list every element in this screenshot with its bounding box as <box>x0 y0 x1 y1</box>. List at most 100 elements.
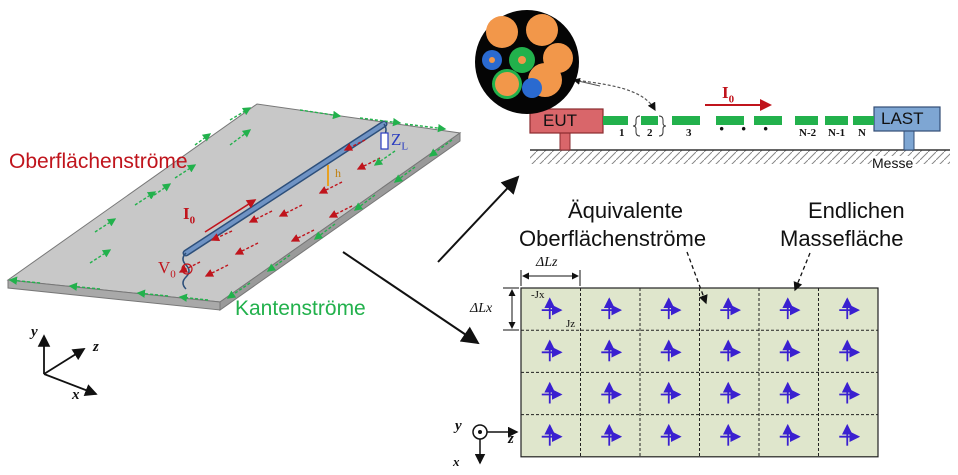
jx-label: -Jx <box>531 289 545 301</box>
zl-label: ZL <box>391 130 409 153</box>
cable-segments <box>603 116 874 125</box>
edge-current-arrow <box>194 133 212 146</box>
edge-current-arrow <box>393 166 416 183</box>
current-arrow-pair <box>541 423 563 446</box>
delta-lx-label: ΔLx <box>470 301 493 316</box>
edge-current-arrow <box>353 194 376 211</box>
cable-wire-core <box>489 57 495 63</box>
axes-3d <box>37 334 98 397</box>
equivalent-label-line1: Äquivalente <box>568 198 683 223</box>
zoom-link-arrow-back <box>573 77 601 87</box>
edge-currents-label: Kantenströme <box>235 297 366 320</box>
edge-current-arrow <box>134 191 157 206</box>
segment-label: 2 <box>647 127 653 139</box>
edge-current-arrow <box>359 117 402 127</box>
equivalent-label-line2: Oberflächenströme <box>519 226 707 251</box>
surface-current-arrow <box>234 242 259 255</box>
current-arrow-pair <box>720 297 742 320</box>
cable-segment <box>795 116 818 125</box>
last-label: LAST <box>881 109 924 128</box>
surface-current-arrow <box>210 230 233 241</box>
current-arrow-pair <box>839 381 861 404</box>
surface-current-arrows <box>178 139 381 277</box>
messe-label: Messe <box>872 155 914 171</box>
current-arrow-pair <box>601 339 623 362</box>
edge-current-arrow <box>149 183 172 199</box>
cable-segment <box>853 116 874 125</box>
edge-current-arrow <box>89 249 112 264</box>
surface-current-arrow <box>318 181 343 194</box>
axes-2d <box>472 424 519 465</box>
cable-wire <box>489 19 515 45</box>
edge-current-arrow <box>226 282 251 299</box>
segment-label: · <box>740 116 748 141</box>
current-arrow-pair <box>720 381 742 404</box>
cable-segment <box>603 116 628 125</box>
height-label: h <box>335 166 341 180</box>
cable-wire <box>546 46 570 70</box>
i0-label-cable: I0 <box>722 83 735 106</box>
current-arrow-pair <box>660 339 682 362</box>
zoom-link-arrow <box>572 79 656 112</box>
surface-current-arrow <box>278 204 303 217</box>
segment-label: N-2 <box>799 127 817 139</box>
surface-current-arrow <box>178 261 201 273</box>
current-arrow-pair <box>541 339 563 362</box>
edge-current-arrow <box>229 107 252 121</box>
current-arrow-pair <box>839 297 861 320</box>
current-arrow-pair <box>660 297 682 320</box>
edge-current-arrow <box>266 254 291 272</box>
current-arrow-pair <box>601 381 623 404</box>
segment-label: 3 <box>686 127 692 139</box>
last-box <box>873 106 941 151</box>
axis3d-y-label: y <box>31 324 38 340</box>
axis3d-z-label: z <box>93 339 99 355</box>
edge-current-arrow <box>68 282 101 291</box>
axis3d-x-label: x <box>72 387 80 403</box>
segment-label: · <box>762 116 770 141</box>
segment-label: · <box>718 116 726 141</box>
surface-currents-label: Oberflächenströme <box>9 150 188 173</box>
axis2d-x-label: x <box>453 454 460 469</box>
i0-arrow-3d <box>204 199 257 233</box>
pointer-arrows <box>342 175 520 345</box>
axis2d-y-label: y <box>455 418 462 434</box>
finite-label-line2: Massefläche <box>780 226 904 251</box>
surface-current-arrow <box>248 210 273 223</box>
v0-label: V0 <box>158 258 176 281</box>
cable-wire <box>495 72 519 96</box>
surface-current-arrow <box>328 205 353 218</box>
cable-segment <box>825 116 848 125</box>
current-grid <box>520 287 879 458</box>
current-arrow-pair <box>720 339 742 362</box>
current-arrow-pair <box>839 423 861 446</box>
current-arrow-pair <box>779 381 801 404</box>
i0-label-3d: I0 <box>183 204 196 227</box>
current-arrow-pair <box>601 297 623 320</box>
surface-current-arrow <box>290 229 315 242</box>
edge-current-arrows <box>8 107 453 302</box>
segment-label: N-1 <box>828 127 846 139</box>
edge-current-arrow <box>373 150 396 166</box>
cable-wire <box>525 81 539 95</box>
cable-wire <box>529 17 555 43</box>
cable-segment <box>716 116 744 125</box>
edge-current-arrow <box>8 276 41 285</box>
edge-current-arrow <box>299 109 342 120</box>
cable-segment <box>754 116 782 125</box>
current-arrow-pair <box>779 339 801 362</box>
cable-wire-core <box>518 56 526 64</box>
eut-label: EUT <box>543 111 577 130</box>
current-arrow-pair <box>601 423 623 446</box>
segment-brace <box>632 115 667 137</box>
eut-box <box>529 108 604 151</box>
edge-current-arrow <box>174 164 197 179</box>
surface-current-arrow <box>343 139 366 151</box>
current-arrow-pair <box>839 339 861 362</box>
segment-label: N <box>858 127 866 139</box>
surface-current-arrow <box>356 157 381 170</box>
delta-lz-label: ΔLz <box>536 255 558 270</box>
current-arrow-pair <box>779 423 801 446</box>
current-arrow-pair <box>660 381 682 404</box>
